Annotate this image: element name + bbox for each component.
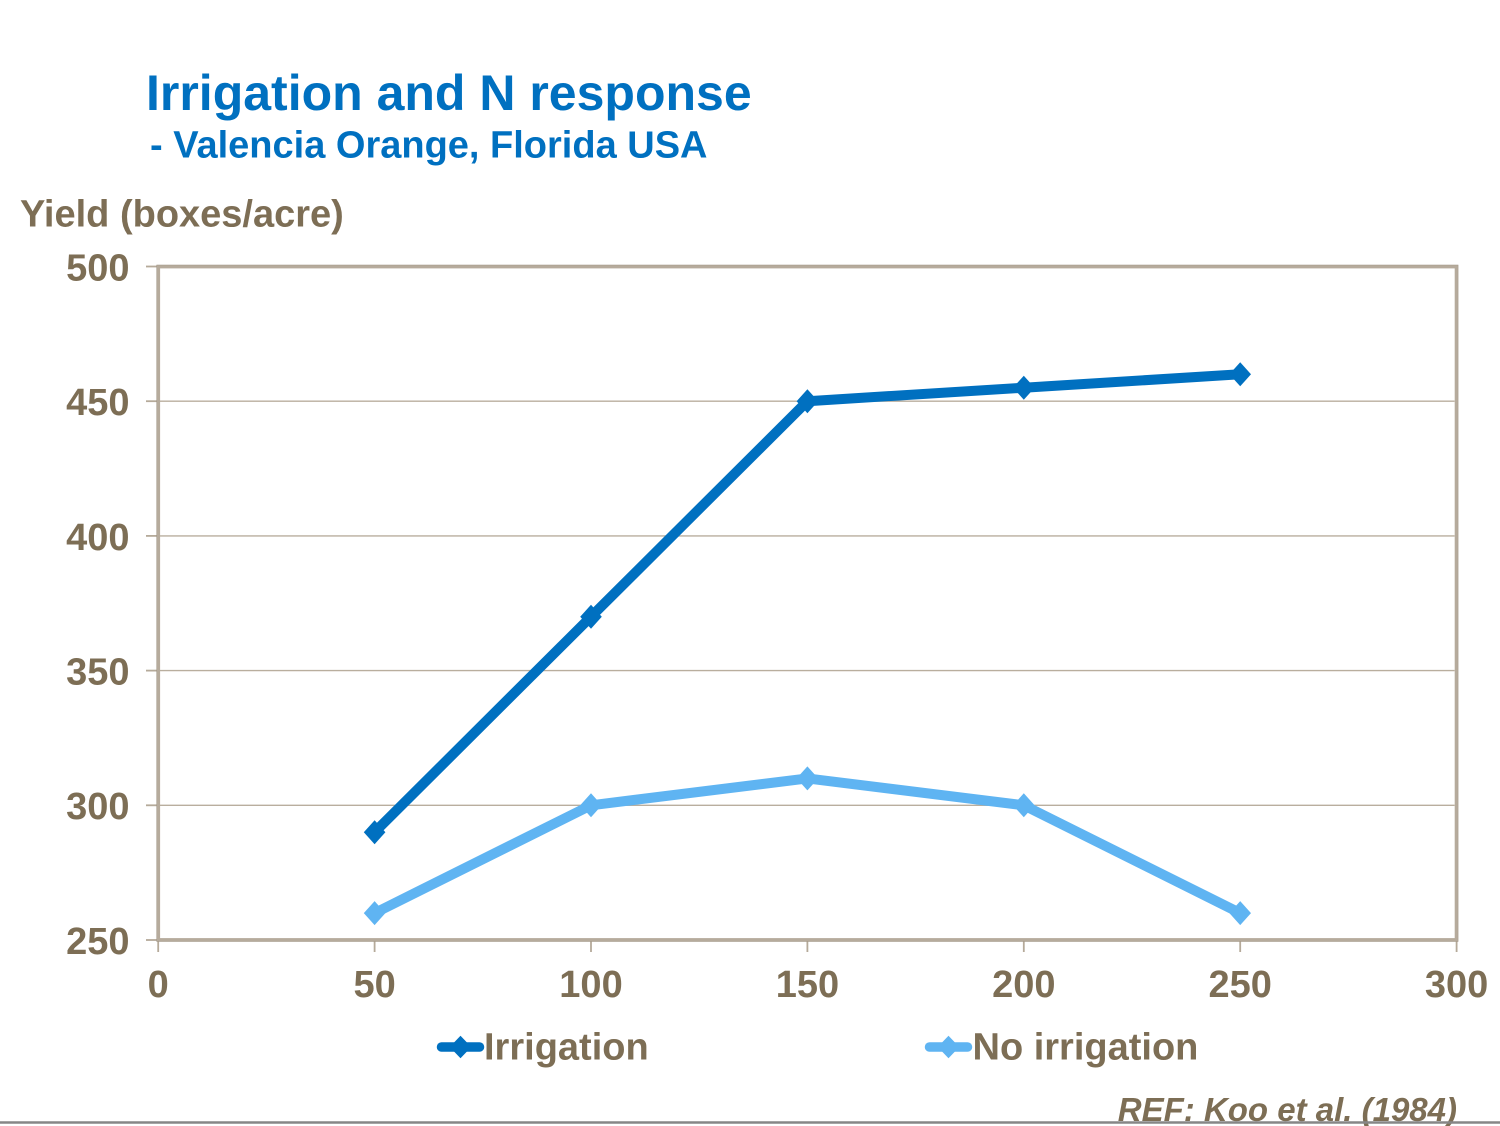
svg-text:300: 300 xyxy=(66,786,129,828)
svg-text:500: 500 xyxy=(66,247,129,289)
svg-text:250: 250 xyxy=(66,921,129,963)
svg-text:Yield (boxes/acre): Yield (boxes/acre) xyxy=(20,194,344,236)
svg-text:- Valencia Orange, Florida USA: - Valencia Orange, Florida USA xyxy=(150,125,708,167)
svg-text:350: 350 xyxy=(66,652,129,694)
svg-text:0: 0 xyxy=(148,964,169,1006)
svg-text:Irrigation and N response: Irrigation and N response xyxy=(146,65,752,121)
svg-text:150: 150 xyxy=(776,964,839,1006)
svg-text:250: 250 xyxy=(1208,964,1271,1006)
svg-text:450: 450 xyxy=(66,382,129,424)
svg-text:No irrigation: No irrigation xyxy=(973,1027,1199,1069)
svg-text:100: 100 xyxy=(559,964,622,1006)
svg-text:50: 50 xyxy=(353,964,395,1006)
svg-text:400: 400 xyxy=(66,517,129,559)
svg-text:200: 200 xyxy=(992,964,1055,1006)
svg-text:300: 300 xyxy=(1425,964,1488,1006)
svg-text:Irrigation: Irrigation xyxy=(484,1027,649,1069)
svg-text:REF: Koo et al. (1984): REF: Koo et al. (1984) xyxy=(1118,1091,1457,1126)
